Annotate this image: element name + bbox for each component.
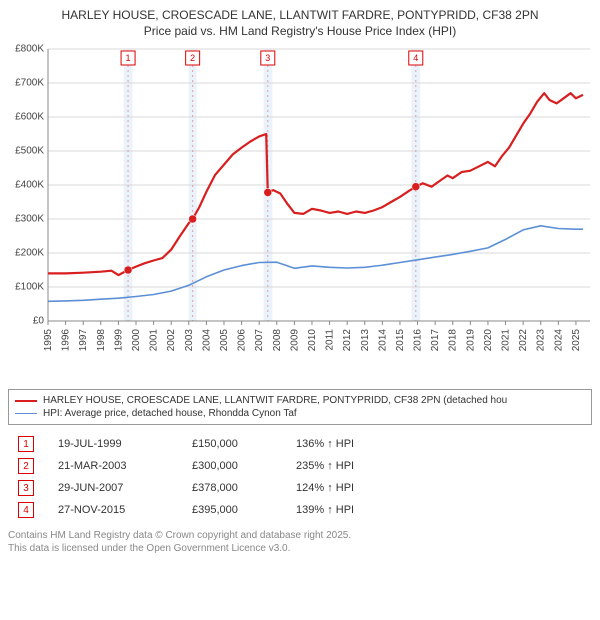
svg-text:£300K: £300K <box>15 214 44 225</box>
svg-text:2000: 2000 <box>131 329 142 352</box>
chart-area: £0 £100K £200K £300K £400K £500K £600K £700K £80… <box>8 43 592 383</box>
svg-text:1998: 1998 <box>96 329 107 352</box>
svg-text:2005: 2005 <box>219 329 230 352</box>
chart-title: HARLEY HOUSE, CROESCADE LANE, LLANTWIT F… <box>8 8 592 39</box>
svg-text:3: 3 <box>265 53 270 63</box>
svg-text:2013: 2013 <box>360 329 371 352</box>
svg-text:2025: 2025 <box>571 329 582 352</box>
svg-text:2019: 2019 <box>465 329 476 352</box>
svg-text:2003: 2003 <box>184 329 195 352</box>
svg-text:2020: 2020 <box>483 329 494 352</box>
transaction-price: £150,000 <box>192 438 272 450</box>
svg-text:2017: 2017 <box>430 329 441 352</box>
svg-text:£200K: £200K <box>15 248 44 259</box>
transactions-table: 1 19-JUL-1999 £150,000 136% ↑ HPI 2 21-MAR-20… <box>8 433 592 521</box>
svg-text:2008: 2008 <box>272 329 283 352</box>
svg-text:2002: 2002 <box>166 329 177 352</box>
svg-text:£100K: £100K <box>15 282 44 293</box>
svg-text:1997: 1997 <box>78 329 89 352</box>
legend-box: HARLEY HOUSE, CROESCADE LANE, LLANTWIT F… <box>8 389 592 425</box>
svg-text:2018: 2018 <box>448 329 459 352</box>
footer-attribution: Contains HM Land Registry data © Crown c… <box>8 529 592 555</box>
legend-label: HPI: Average price, detached house, Rhon… <box>43 408 297 419</box>
transaction-index-box: 3 <box>18 480 34 496</box>
legend-item: HPI: Average price, detached house, Rhon… <box>15 407 585 420</box>
title-line-1: HARLEY HOUSE, CROESCADE LANE, LLANTWIT F… <box>8 8 592 24</box>
svg-text:2023: 2023 <box>536 329 547 352</box>
svg-text:£400K: £400K <box>15 180 44 191</box>
transaction-price: £395,000 <box>192 504 272 516</box>
transaction-index-box: 4 <box>18 502 34 518</box>
transaction-index-box: 2 <box>18 458 34 474</box>
svg-text:2011: 2011 <box>325 329 336 351</box>
svg-text:2006: 2006 <box>237 329 248 352</box>
title-line-2: Price paid vs. HM Land Registry's House … <box>8 24 592 40</box>
svg-text:£500K: £500K <box>15 146 44 157</box>
line-chart-svg: £0 £100K £200K £300K £400K £500K £600K £700K £80… <box>8 43 592 383</box>
svg-text:2012: 2012 <box>342 329 353 352</box>
transaction-date: 19-JUL-1999 <box>58 438 168 450</box>
svg-text:2007: 2007 <box>254 329 265 352</box>
transaction-row: 4 27-NOV-2015 £395,000 139% ↑ HPI <box>8 499 592 521</box>
transaction-date: 21-MAR-2003 <box>58 460 168 472</box>
svg-text:1996: 1996 <box>61 329 72 352</box>
transaction-index-box: 1 <box>18 436 34 452</box>
transaction-hpi-pct: 136% ↑ HPI <box>296 438 406 450</box>
svg-text:2010: 2010 <box>307 329 318 352</box>
transaction-row: 3 29-JUN-2007 £378,000 124% ↑ HPI <box>8 477 592 499</box>
svg-text:1999: 1999 <box>113 329 124 352</box>
legend-swatch <box>15 413 37 414</box>
svg-text:1995: 1995 <box>43 329 54 352</box>
svg-text:2024: 2024 <box>553 329 564 352</box>
transaction-price: £378,000 <box>192 482 272 494</box>
transaction-hpi-pct: 139% ↑ HPI <box>296 504 406 516</box>
svg-text:2009: 2009 <box>289 329 300 352</box>
svg-text:£0: £0 <box>33 316 45 327</box>
transaction-date: 27-NOV-2015 <box>58 504 168 516</box>
legend-swatch <box>15 400 37 402</box>
svg-text:£600K: £600K <box>15 112 44 123</box>
svg-text:4: 4 <box>413 53 418 63</box>
transaction-price: £300,000 <box>192 460 272 472</box>
svg-text:2004: 2004 <box>201 329 212 352</box>
transaction-row: 2 21-MAR-2003 £300,000 235% ↑ HPI <box>8 455 592 477</box>
svg-text:1: 1 <box>126 53 131 63</box>
svg-text:£800K: £800K <box>15 44 44 55</box>
transaction-row: 1 19-JUL-1999 £150,000 136% ↑ HPI <box>8 433 592 455</box>
svg-text:2014: 2014 <box>377 329 388 352</box>
svg-text:2015: 2015 <box>395 329 406 352</box>
svg-text:2016: 2016 <box>413 329 424 352</box>
svg-text:2022: 2022 <box>518 329 529 352</box>
legend-item: HARLEY HOUSE, CROESCADE LANE, LLANTWIT F… <box>15 394 585 407</box>
transaction-hpi-pct: 235% ↑ HPI <box>296 460 406 472</box>
legend-label: HARLEY HOUSE, CROESCADE LANE, LLANTWIT F… <box>43 395 507 406</box>
svg-text:2001: 2001 <box>149 329 160 352</box>
svg-text:2: 2 <box>190 53 195 63</box>
footer-line-1: Contains HM Land Registry data © Crown c… <box>8 529 592 542</box>
transaction-date: 29-JUN-2007 <box>58 482 168 494</box>
transaction-hpi-pct: 124% ↑ HPI <box>296 482 406 494</box>
svg-text:£700K: £700K <box>15 78 44 89</box>
svg-text:2021: 2021 <box>501 329 512 352</box>
footer-line-2: This data is licensed under the Open Gov… <box>8 542 592 555</box>
